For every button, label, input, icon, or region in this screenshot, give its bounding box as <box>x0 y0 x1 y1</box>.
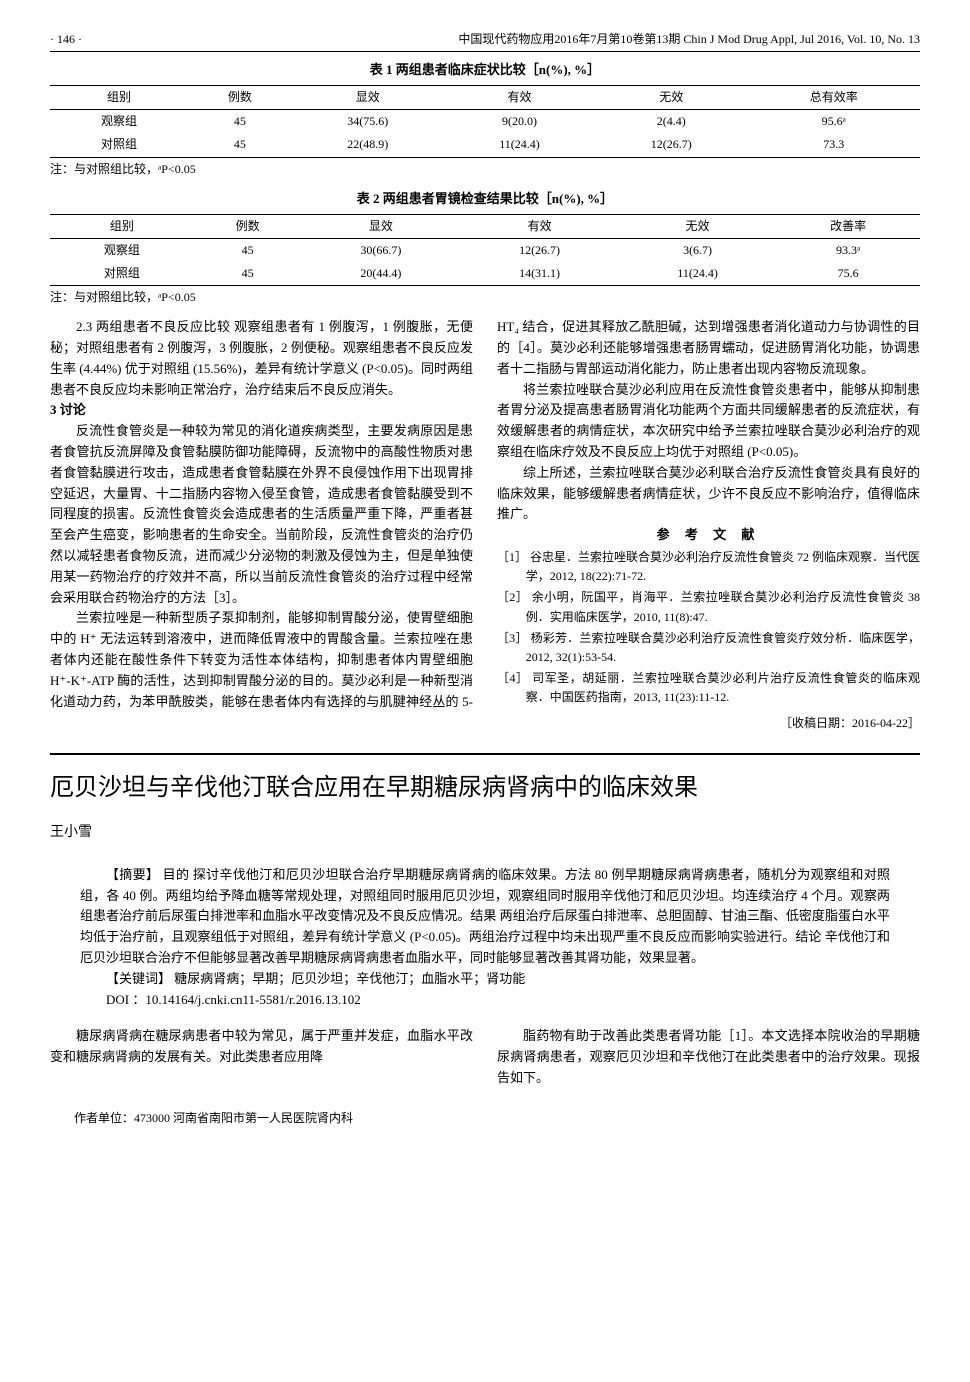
cell: 2(4.4) <box>595 110 747 134</box>
table-1-note: 注：与对照组比较，ᵃP<0.05 <box>50 160 920 179</box>
ref-item: ［1］ 谷忠星．兰索拉唑联合莫沙必利治疗反流性食管炎 72 例临床观察．当代医学… <box>497 548 920 586</box>
col-header: 组别 <box>50 85 188 109</box>
table-2-grid: 组别 例数 显效 有效 无效 改善率 观察组 45 30(66.7) 12(26… <box>50 214 920 287</box>
intro-right: 脂药物有助于改善此类患者肾功能［1］。本文选择本院收治的早期糖尿病肾病患者，观察… <box>497 1026 920 1088</box>
para-discussion-1: 反流性食管炎是一种较为常见的消化道疾病类型，主要发病原因是患者食管抗反流屏障及食… <box>50 421 473 608</box>
cell: 75.6 <box>776 262 920 286</box>
table-2: 表 2 两组患者胃镜检查结果比较［n(%), %］ 组别 例数 显效 有效 无效… <box>50 189 920 308</box>
article-divider <box>50 753 920 755</box>
references-heading: 参 考 文 献 <box>497 525 920 546</box>
table-row: 对照组 45 20(44.4) 14(31.1) 11(24.4) 75.6 <box>50 262 920 286</box>
cell: 45 <box>188 110 292 134</box>
table-row: 对照组 45 22(48.9) 11(24.4) 12(26.7) 73.3 <box>50 133 920 157</box>
cell: 93.3ᵃ <box>776 238 920 262</box>
para-discussion-4: 综上所述，兰索拉唑联合莫沙必利联合治疗反流性食管炎具有良好的临床效果，能够缓解患… <box>497 463 920 525</box>
intro-left: 糖尿病肾病在糖尿病患者中较为常见，属于严重并发症，血脂水平改变和糖尿病肾病的发展… <box>50 1026 473 1068</box>
col-header: 无效 <box>595 85 747 109</box>
col-header: 组别 <box>50 214 194 238</box>
table-2-note: 注：与对照组比较，ᵃP<0.05 <box>50 288 920 307</box>
table-row: 观察组 45 30(66.7) 12(26.7) 3(6.7) 93.3ᵃ <box>50 238 920 262</box>
abstract-text: 【摘要】 目的 探讨辛伐他汀和厄贝沙坦联合治疗早期糖尿病肾病的临床效果。方法 8… <box>80 865 890 969</box>
cell: 观察组 <box>50 110 188 134</box>
cell: 对照组 <box>50 133 188 157</box>
table-1-title: 表 1 两组患者临床症状比较［n(%), %］ <box>50 60 920 81</box>
cell: 95.6ᵃ <box>747 110 920 134</box>
cell: 观察组 <box>50 238 194 262</box>
table-1-grid: 组别 例数 显效 有效 无效 总有效率 观察组 45 34(75.6) 9(20… <box>50 85 920 158</box>
para-2-3: 2.3 两组患者不良反应比较 观察组患者有 1 例腹泻，1 例腹胀，无便秘；对照… <box>50 317 473 400</box>
article-body: 2.3 两组患者不良反应比较 观察组患者有 1 例腹泻，1 例腹胀，无便秘；对照… <box>50 317 920 732</box>
ref-item: ［3］ 杨彩芳．兰索拉唑联合莫沙必利治疗反流性食管炎疗效分析．临床医学，2012… <box>497 629 920 667</box>
article-2-author: 王小雪 <box>50 822 920 844</box>
cell: 30(66.7) <box>302 238 461 262</box>
heading-discussion: 3 讨论 <box>50 400 473 421</box>
doi: DOI ：10.14164/j.cnki.cn11-5581/r.2016.13… <box>80 990 890 1011</box>
page-number: · 146 · <box>50 30 82 49</box>
page-header: · 146 · 中国现代药物应用2016年7月第10卷第13期 Chin J M… <box>50 30 920 52</box>
cell: 14(31.1) <box>460 262 619 286</box>
cell: 3(6.7) <box>619 238 776 262</box>
cell: 9(20.0) <box>444 110 595 134</box>
col-header: 显效 <box>292 85 444 109</box>
col-header: 总有效率 <box>747 85 920 109</box>
cell: 12(26.7) <box>595 133 747 157</box>
col-header: 改善率 <box>776 214 920 238</box>
para-discussion-3: 将兰索拉唑联合莫沙必利应用在反流性食管炎患者中，能够从抑制患者胃分泌及提高患者肠… <box>497 380 920 463</box>
cell: 73.3 <box>747 133 920 157</box>
article-2-intro: 糖尿病肾病在糖尿病患者中较为常见，属于严重并发症，血脂水平改变和糖尿病肾病的发展… <box>50 1026 920 1088</box>
cell: 11(24.4) <box>444 133 595 157</box>
cell: 12(26.7) <box>460 238 619 262</box>
table-header-row: 组别 例数 显效 有效 无效 总有效率 <box>50 85 920 109</box>
cell: 45 <box>188 133 292 157</box>
col-header: 无效 <box>619 214 776 238</box>
col-header: 有效 <box>460 214 619 238</box>
col-header: 例数 <box>194 214 302 238</box>
cell: 45 <box>194 262 302 286</box>
cell: 11(24.4) <box>619 262 776 286</box>
cell: 34(75.6) <box>292 110 444 134</box>
cell: 22(48.9) <box>292 133 444 157</box>
author-affiliation: 作者单位：473000 河南省南阳市第一人民医院肾内科 <box>50 1109 920 1128</box>
table-row: 观察组 45 34(75.6) 9(20.0) 2(4.4) 95.6ᵃ <box>50 110 920 134</box>
article-2-abstract: 【摘要】 目的 探讨辛伐他汀和厄贝沙坦联合治疗早期糖尿病肾病的临床效果。方法 8… <box>80 865 890 1011</box>
received-date: ［收稿日期：2016-04-22］ <box>497 714 920 733</box>
col-header: 例数 <box>188 85 292 109</box>
journal-info: 中国现代药物应用2016年7月第10卷第13期 Chin J Mod Drug … <box>458 30 920 49</box>
cell: 45 <box>194 238 302 262</box>
table-2-title: 表 2 两组患者胃镜检查结果比较［n(%), %］ <box>50 189 920 210</box>
table-header-row: 组别 例数 显效 有效 无效 改善率 <box>50 214 920 238</box>
cell: 对照组 <box>50 262 194 286</box>
col-header: 显效 <box>302 214 461 238</box>
keywords: 【关键词】 糖尿病肾病；早期；厄贝沙坦；辛伐他汀；血脂水平；肾功能 <box>80 969 890 990</box>
ref-item: ［4］ 司军圣，胡延丽．兰索拉唑联合莫沙必利片治疗反流性食管炎的临床观察．中国医… <box>497 669 920 707</box>
ref-item: ［2］ 余小明，阮国平，肖海平．兰索拉唑联合莫沙必利治疗反流性食管炎 38 例．… <box>497 588 920 626</box>
cell: 20(44.4) <box>302 262 461 286</box>
table-1: 表 1 两组患者临床症状比较［n(%), %］ 组别 例数 显效 有效 无效 总… <box>50 60 920 179</box>
article-2-title: 厄贝沙坦与辛伐他汀联合应用在早期糖尿病肾病中的临床效果 <box>50 771 920 805</box>
col-header: 有效 <box>444 85 595 109</box>
